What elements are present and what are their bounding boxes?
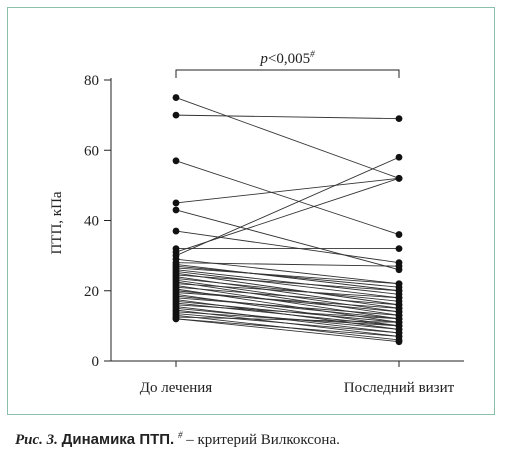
caption-mark: #	[177, 430, 183, 440]
chart: 0 20 40 60 80 До лечения Последний визит ПТП, …	[49, 49, 464, 396]
patient-line	[175, 160, 400, 235]
significance-bracket: p<0,005#	[175, 49, 400, 78]
patient-line	[175, 263, 400, 292]
patient-line	[175, 209, 400, 271]
patient-line	[175, 318, 400, 343]
patient-line	[175, 290, 400, 313]
patient-line	[175, 177, 400, 253]
y-tick-label: 0	[92, 354, 100, 370]
figure-frame: 0 20 40 60 80 До лечения Последний визит ПТП, …	[7, 7, 495, 415]
patient-line	[175, 292, 400, 309]
point-before	[172, 206, 180, 214]
point-after	[395, 294, 403, 302]
point-after	[395, 318, 403, 326]
patient-line	[175, 272, 400, 306]
significance-label: p<0,005#	[259, 49, 315, 67]
caption-title: Динамика ПТП.	[61, 431, 175, 448]
point-after	[395, 245, 403, 253]
patient-line	[175, 97, 400, 179]
axes: 0 20 40 60 80 До лечения Последний визит	[84, 73, 464, 396]
patient-line	[175, 114, 400, 120]
point-after	[395, 280, 403, 288]
point-before	[172, 315, 180, 323]
patient-line	[175, 269, 400, 295]
patient-line	[175, 274, 400, 292]
point-after	[395, 333, 403, 340]
point-before	[172, 227, 180, 235]
patient-line	[175, 278, 400, 302]
x-tick-label: Последний визит	[344, 380, 455, 396]
patient-line	[175, 283, 400, 299]
point-before	[172, 199, 180, 207]
point-before	[172, 94, 180, 101]
point-after	[395, 287, 403, 295]
patient-line	[175, 281, 400, 316]
point-after	[395, 304, 403, 312]
series-lines	[175, 97, 400, 343]
point-after	[395, 262, 403, 270]
patient-line	[175, 177, 400, 204]
caption-text: – критерий Вилкоксона.	[182, 432, 340, 448]
patient-line	[175, 267, 400, 285]
patient-line	[175, 295, 400, 320]
patient-line	[175, 286, 400, 306]
patient-line	[175, 304, 400, 320]
series-points	[172, 94, 403, 346]
patient-line	[175, 156, 400, 257]
point-after	[395, 231, 403, 238]
point-after	[395, 115, 403, 123]
patient-line	[175, 297, 400, 316]
patient-line	[175, 318, 400, 337]
patient-line	[175, 313, 400, 334]
patient-line	[175, 262, 400, 267]
point-after	[395, 153, 403, 161]
patient-line	[175, 265, 400, 288]
point-after	[395, 338, 403, 346]
y-tick-label: 60	[84, 143, 99, 159]
y-tick-label: 20	[84, 284, 99, 300]
patient-line	[175, 311, 400, 327]
y-tick-label: 40	[84, 214, 99, 230]
point-after	[395, 174, 403, 182]
patient-line	[175, 316, 400, 323]
patient-line	[175, 230, 400, 264]
point-before	[172, 157, 180, 165]
y-axis-label: ПТП, кПа	[49, 191, 65, 254]
caption-label: Рис. 3.	[15, 432, 58, 448]
patient-line	[175, 285, 400, 320]
figure-caption: Рис. 3. Динамика ПТП. # – критерий Вилко…	[15, 430, 340, 449]
y-tick-label: 80	[84, 73, 99, 89]
bracket-line	[175, 69, 400, 78]
x-tick-label: До лечения	[140, 380, 213, 396]
patient-line	[175, 270, 400, 299]
point-before	[172, 111, 180, 119]
